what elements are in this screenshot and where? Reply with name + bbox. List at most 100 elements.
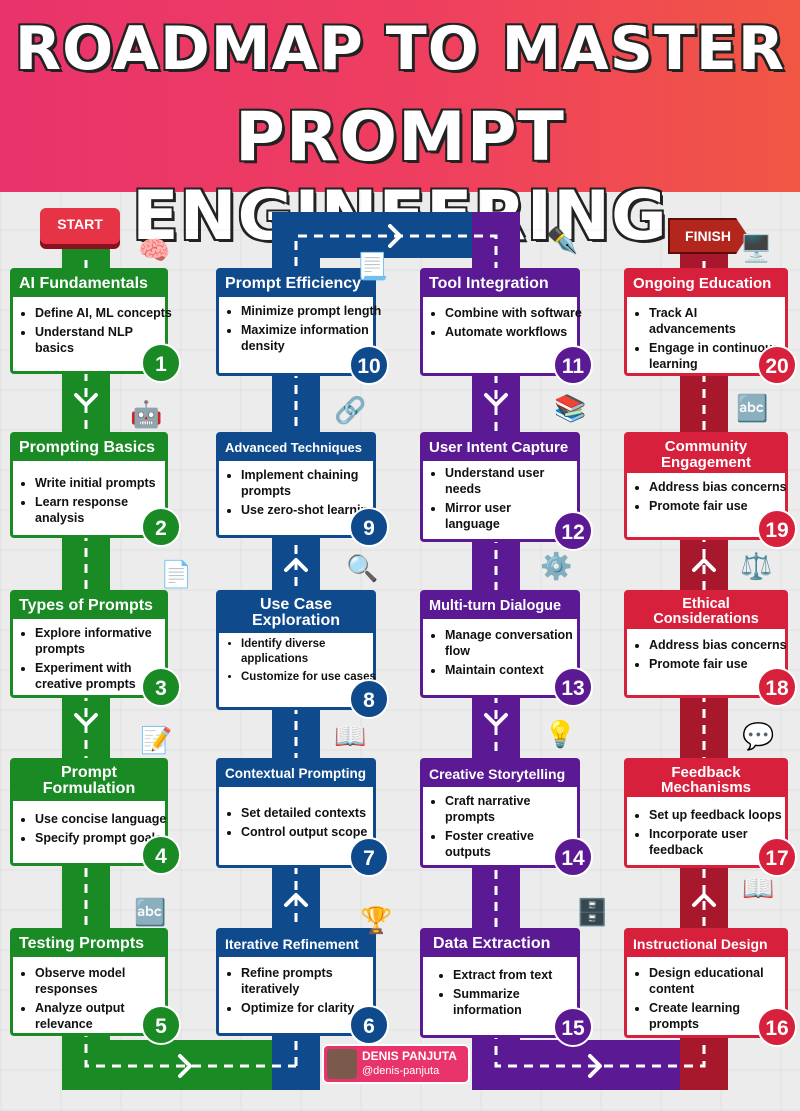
step-item: Optimize for clarity bbox=[241, 1000, 381, 1016]
step-title: AI Fundamentals bbox=[13, 271, 165, 297]
step-item: Set up feedback loops bbox=[649, 807, 799, 823]
step-title: User Intent Capture bbox=[423, 435, 577, 461]
chat-heart-icon: 💬 bbox=[742, 722, 775, 752]
step-card-8: Use Case Exploration Identify diverse ap… bbox=[216, 590, 389, 719]
ai-document-icon: 📄 bbox=[160, 560, 193, 590]
step-item: Foster creative outputs bbox=[445, 828, 565, 860]
step-number: 18 bbox=[757, 667, 797, 707]
title-line-1: ROADMAP TO MASTER bbox=[14, 14, 786, 84]
step-title: Contextual Prompting bbox=[219, 761, 373, 787]
step-card-19: Community Engagement Address bias concer… bbox=[624, 432, 797, 549]
arrow-up-icon bbox=[692, 893, 716, 907]
arrow-right-icon bbox=[178, 1054, 192, 1078]
step-number: 1 bbox=[141, 343, 181, 383]
step-title: Iterative Refinement bbox=[219, 931, 373, 957]
step-card-18: Ethical Considerations Address bias conc… bbox=[624, 590, 797, 707]
start-button: START bbox=[40, 208, 120, 244]
step-title: Prompting Basics bbox=[13, 435, 165, 461]
step-item: Design educational content bbox=[649, 965, 783, 997]
law-book-icon: ⚖️ bbox=[740, 552, 773, 582]
step-item: Engage in continuous learning bbox=[649, 340, 783, 372]
step-item: Specify prompt goals bbox=[35, 830, 175, 846]
step-item: Customize for use cases bbox=[241, 670, 381, 685]
step-card-1: AI Fundamentals Define AI, ML concepts U… bbox=[10, 268, 181, 383]
step-card-7: Contextual Prompting Set detailed contex… bbox=[216, 758, 389, 877]
step-items: Extract from text Summarize information bbox=[431, 967, 583, 1021]
step-items: Set detailed contexts Control output sco… bbox=[219, 805, 387, 843]
step-card-5: Testing Prompts Observe model responses … bbox=[10, 928, 181, 1045]
funnel-icon: 🏆 bbox=[360, 906, 393, 936]
step-title: Prompt Formulation bbox=[13, 761, 165, 801]
step-items: Combine with software Automate workflows bbox=[423, 305, 591, 343]
step-items: Address bias concerns Promote fair use bbox=[627, 479, 787, 517]
step-card-4: Prompt Formulation Use concise language … bbox=[10, 758, 181, 875]
step-item: Craft narrative prompts bbox=[445, 793, 565, 825]
step-card-2: Prompting Basics Write initial prompts L… bbox=[10, 432, 181, 547]
step-title: Testing Prompts bbox=[13, 931, 165, 957]
step-item: Manage conversation flow bbox=[445, 627, 591, 659]
step-number: 8 bbox=[349, 679, 389, 719]
step-number: 16 bbox=[757, 1007, 797, 1047]
arrow-down-icon bbox=[484, 393, 508, 407]
book-magnifier-icon: 📖 bbox=[334, 722, 367, 752]
arrow-down-icon bbox=[74, 713, 98, 727]
stacked-blocks-icon: 📚 bbox=[554, 394, 587, 424]
papers-icon: 📃 bbox=[356, 252, 389, 282]
author-badge: DENIS PANJUTA @denis-panjuta bbox=[322, 1044, 470, 1084]
step-title: Tool Integration bbox=[423, 271, 577, 297]
magnifier-hand-icon: 🔍 bbox=[346, 554, 379, 584]
green-dash bbox=[84, 260, 296, 1068]
step-number: 6 bbox=[349, 1005, 389, 1045]
step-title: Community Engagement bbox=[627, 435, 785, 473]
step-item: Understand NLP basics bbox=[35, 324, 175, 356]
step-number: 14 bbox=[553, 837, 593, 877]
ai-chip-icon: 🧠 bbox=[138, 236, 171, 266]
step-items: Use concise language Specify prompt goal… bbox=[13, 811, 175, 849]
title-line-2: PROMPT ENGINEERING bbox=[132, 98, 667, 256]
chain-link-icon: 🔗 bbox=[334, 396, 367, 426]
step-items: Observe model responses Analyze output r… bbox=[13, 965, 175, 1035]
step-item: Summarize information bbox=[453, 986, 583, 1018]
step-card-16: Instructional Design Design educational … bbox=[624, 928, 797, 1047]
arrow-up-icon bbox=[284, 558, 308, 572]
step-item: Address bias concerns bbox=[649, 479, 787, 495]
step-item: Identify diverse applications bbox=[241, 637, 381, 667]
step-item: Set detailed contexts bbox=[241, 805, 387, 821]
step-card-10: Prompt Efficiency Minimize prompt length… bbox=[216, 268, 389, 385]
step-number: 3 bbox=[141, 667, 181, 707]
step-card-12: User Intent Capture Understand user need… bbox=[420, 432, 593, 551]
step-items: Address bias concerns Promote fair use bbox=[627, 637, 787, 675]
step-card-3: Types of Prompts Explore informative pro… bbox=[10, 590, 181, 707]
step-title: Prompt Efficiency bbox=[219, 271, 373, 297]
title-banner: ROADMAP TO MASTER PROMPT ENGINEERING bbox=[0, 0, 800, 256]
step-items: Explore informative prompts Experiment w… bbox=[13, 625, 175, 695]
step-items: Refine prompts iteratively Optimize for … bbox=[219, 965, 381, 1019]
step-items: Craft narrative prompts Foster creative … bbox=[423, 793, 565, 863]
author-handle: @denis-panjuta bbox=[362, 1065, 440, 1077]
step-title: Ongoing Education bbox=[627, 271, 785, 297]
step-item: Mirror user language bbox=[445, 500, 565, 532]
step-number: 4 bbox=[141, 835, 181, 875]
step-title: Instructional Design bbox=[627, 931, 785, 957]
step-item: Combine with software bbox=[445, 305, 591, 321]
step-number: 11 bbox=[553, 345, 593, 385]
step-item: Write initial prompts bbox=[35, 475, 175, 491]
step-number: 12 bbox=[553, 511, 593, 551]
step-item: Explore informative prompts bbox=[35, 625, 175, 657]
step-title: Feedback Mechanisms bbox=[627, 761, 785, 797]
open-book-icon: 📖 bbox=[742, 874, 775, 904]
step-card-6: Iterative Refinement Refine prompts iter… bbox=[216, 928, 389, 1045]
step-number: 13 bbox=[553, 667, 593, 707]
step-items: Manage conversation flow Maintain contex… bbox=[423, 627, 591, 681]
step-item: Refine prompts iteratively bbox=[241, 965, 381, 997]
step-item: Minimize prompt length bbox=[241, 303, 387, 319]
step-number: 5 bbox=[141, 1005, 181, 1045]
step-card-20: Ongoing Education Track AI advancements … bbox=[624, 268, 797, 385]
step-items: Write initial prompts Learn response ana… bbox=[13, 475, 175, 529]
step-title: Types of Prompts bbox=[13, 593, 165, 619]
step-item: Maximize information density bbox=[241, 322, 387, 354]
step-items: Track AI advancements Engage in continuo… bbox=[627, 305, 783, 375]
step-item: Promote fair use bbox=[649, 656, 787, 672]
abc-blocks-icon: 🔤 bbox=[736, 394, 769, 424]
